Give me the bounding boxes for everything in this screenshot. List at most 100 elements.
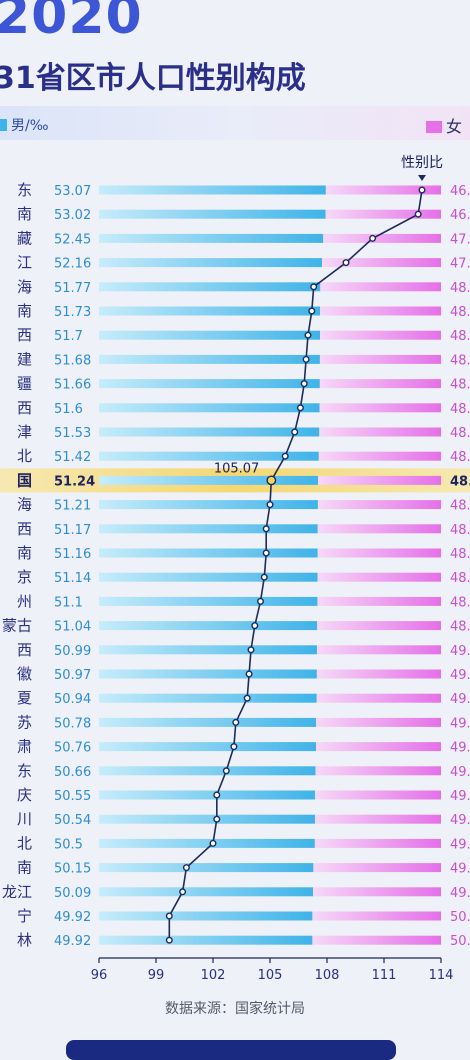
sex-ratio-point bbox=[291, 428, 299, 436]
province-label: 肃 bbox=[17, 738, 32, 756]
province-label: 北 bbox=[17, 834, 32, 852]
sex-ratio-point bbox=[418, 186, 426, 194]
female-value-label: 49. bbox=[450, 644, 470, 659]
male-bar bbox=[99, 596, 318, 606]
male-value-label: 51.04 bbox=[54, 620, 91, 635]
female-bar bbox=[325, 185, 441, 195]
male-value-label: 50.99 bbox=[54, 644, 91, 659]
female-bar bbox=[317, 500, 441, 510]
footer-banner bbox=[66, 1040, 396, 1060]
female-bar bbox=[318, 475, 441, 485]
male-value-label: 52.16 bbox=[54, 257, 91, 272]
female-value-label: 48. bbox=[450, 329, 470, 344]
female-bar bbox=[314, 838, 441, 848]
sex-ratio-point bbox=[213, 815, 221, 823]
male-bar bbox=[99, 742, 316, 752]
sex-ratio-point bbox=[232, 718, 240, 726]
sex-ratio-point bbox=[247, 646, 255, 654]
male-value-label: 51.7 bbox=[54, 329, 83, 344]
female-bar bbox=[315, 814, 441, 824]
sex-ratio-line bbox=[168, 189, 423, 941]
data-source: 数据来源：国家统计局 bbox=[165, 1001, 305, 1017]
male-value-label: 51.66 bbox=[54, 378, 91, 393]
province-label: 西 bbox=[17, 399, 32, 417]
sex-ratio-point bbox=[262, 549, 270, 557]
province-label: 东 bbox=[17, 762, 32, 780]
sex-ratio-point bbox=[209, 839, 217, 847]
sex-ratio-point bbox=[342, 259, 350, 267]
female-bar bbox=[318, 451, 441, 461]
x-tick-label: 105 bbox=[258, 968, 283, 983]
sex-ratio-point bbox=[300, 380, 308, 388]
x-tick-label: 114 bbox=[429, 968, 454, 983]
sex-ratio-point bbox=[262, 525, 270, 533]
female-value-label: 48. bbox=[450, 426, 470, 441]
male-bar bbox=[99, 814, 316, 824]
male-bar bbox=[99, 403, 320, 413]
female-value-label: 48. bbox=[450, 547, 470, 562]
province-label: 蒙古 bbox=[2, 617, 32, 635]
province-label: 川 bbox=[17, 810, 32, 828]
sex-ratio-point bbox=[369, 234, 377, 242]
female-value-label: 49. bbox=[450, 692, 470, 707]
female-bar bbox=[317, 524, 441, 534]
female-value-label: 49. bbox=[450, 789, 470, 804]
male-bar bbox=[99, 379, 320, 389]
sex-ratio-point bbox=[257, 597, 265, 605]
male-bar bbox=[99, 911, 313, 921]
province-label: 南 bbox=[17, 205, 32, 223]
province-label: 江 bbox=[17, 254, 32, 272]
male-bar bbox=[99, 693, 317, 703]
female-value-label: 49. bbox=[450, 813, 470, 828]
female-bar bbox=[316, 717, 441, 727]
male-bar bbox=[99, 330, 321, 340]
province-label: 藏 bbox=[17, 229, 32, 247]
female-value-label: 49. bbox=[450, 862, 470, 877]
female-bar bbox=[316, 645, 441, 655]
sex-ratio-point bbox=[266, 501, 274, 509]
province-label: 南 bbox=[17, 859, 32, 877]
male-bar bbox=[99, 185, 326, 195]
male-value-label: 51.53 bbox=[54, 426, 91, 441]
male-value-label: 52.45 bbox=[54, 232, 91, 247]
province-label: 南 bbox=[17, 544, 32, 562]
female-bar bbox=[319, 403, 441, 413]
province-label: 东 bbox=[17, 181, 32, 199]
male-value-label: 51.77 bbox=[54, 281, 91, 296]
legend-male: 男/‰ bbox=[0, 115, 49, 135]
male-bar bbox=[99, 524, 318, 534]
female-swatch bbox=[426, 121, 442, 133]
male-bar bbox=[99, 306, 321, 316]
female-value-label: 48. bbox=[450, 402, 470, 417]
male-value-label: 50.76 bbox=[54, 741, 91, 756]
sex-ratio-point bbox=[243, 694, 251, 702]
female-value-label: 49. bbox=[450, 741, 470, 756]
female-bar bbox=[315, 742, 441, 752]
male-value-label: 49.92 bbox=[54, 910, 91, 925]
ratio-arrow-icon bbox=[418, 175, 426, 181]
female-value-label: 46. bbox=[450, 208, 470, 223]
female-bar bbox=[313, 863, 441, 873]
province-label: 南 bbox=[17, 302, 32, 320]
province-label: 京 bbox=[17, 568, 32, 586]
female-bar bbox=[317, 596, 441, 606]
male-value-label: 50.66 bbox=[54, 765, 91, 780]
male-bar bbox=[99, 548, 318, 558]
male-bar bbox=[99, 572, 318, 582]
male-bar bbox=[99, 669, 317, 679]
male-bar bbox=[99, 717, 317, 727]
province-label: 海 bbox=[17, 278, 32, 296]
sex-ratio-point bbox=[213, 791, 221, 799]
female-bar bbox=[319, 427, 441, 437]
male-bar bbox=[99, 354, 320, 364]
province-label: 北 bbox=[17, 447, 32, 465]
male-bar bbox=[99, 282, 321, 292]
province-label: 津 bbox=[17, 423, 32, 441]
female-bar bbox=[319, 379, 441, 389]
female-value-label: 49. bbox=[450, 716, 470, 731]
male-bar bbox=[99, 766, 316, 776]
female-bar bbox=[319, 354, 441, 364]
male-value-label: 53.07 bbox=[54, 184, 91, 199]
female-bar bbox=[315, 766, 441, 776]
province-label: 苏 bbox=[17, 713, 32, 731]
